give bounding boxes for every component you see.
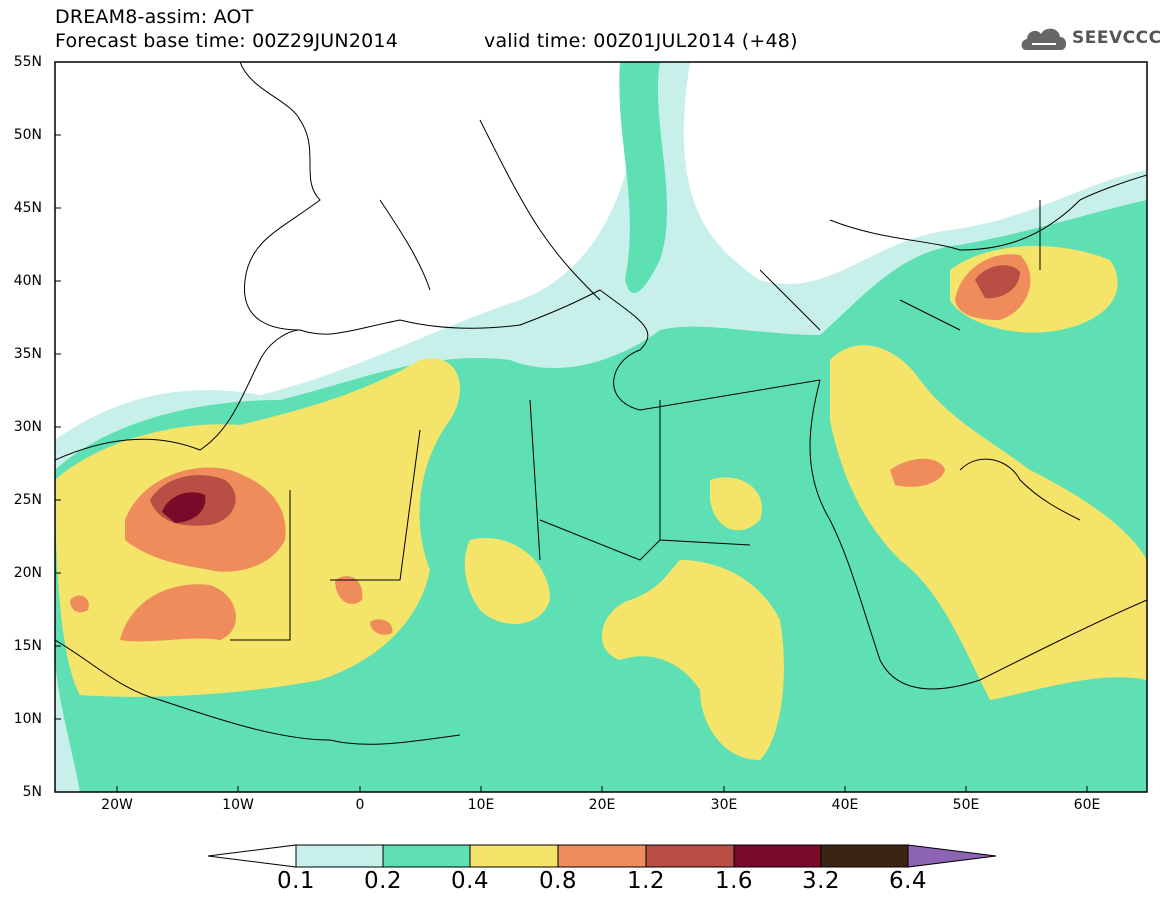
legend-label: 1.6 xyxy=(714,868,754,894)
lon-label: 20E xyxy=(588,797,616,813)
lat-label: 5N xyxy=(22,784,42,800)
legend-label: 0.1 xyxy=(276,868,316,894)
legend-label: 0.8 xyxy=(538,868,578,894)
lat-label: 50N xyxy=(13,127,42,143)
lat-label: 20N xyxy=(13,565,42,581)
legend-label: 1.2 xyxy=(626,868,666,894)
lat-label: 30N xyxy=(13,419,42,435)
lat-label: 15N xyxy=(13,638,42,654)
lon-label: 60E xyxy=(1073,797,1101,813)
forecast-base-time: Forecast base time: 00Z29JUN2014 xyxy=(55,30,398,52)
lon-label: 0 xyxy=(355,797,365,813)
legend-label: 6.4 xyxy=(888,868,928,894)
lon-label: 10W xyxy=(222,797,254,813)
lat-label: 55N xyxy=(13,54,42,70)
colorbar xyxy=(207,844,997,868)
lat-label: 25N xyxy=(13,492,42,508)
valid-time: valid time: 00Z01JUL2014 (+48) xyxy=(484,30,798,52)
cloud-icon xyxy=(1021,28,1067,50)
lat-label: 10N xyxy=(13,711,42,727)
axis-ticks xyxy=(55,61,1088,792)
coastlines xyxy=(55,62,1147,745)
lon-label: 40E xyxy=(831,797,859,813)
aot-field xyxy=(55,62,1147,792)
lon-label: 30E xyxy=(710,797,738,813)
lat-label: 35N xyxy=(13,346,42,362)
lon-label: 20W xyxy=(101,797,133,813)
lon-label: 50E xyxy=(952,797,980,813)
lat-label: 45N xyxy=(13,200,42,216)
map-title: DREAM8-assim: AOT xyxy=(55,6,254,28)
lon-label: 10E xyxy=(467,797,495,813)
legend-label: 0.2 xyxy=(363,868,403,894)
logo-text: SEEVCCC xyxy=(1072,28,1162,48)
seevccc-logo: SEEVCCC xyxy=(1018,22,1161,62)
legend-label: 3.2 xyxy=(801,868,841,894)
lat-label: 40N xyxy=(13,273,42,289)
legend-label: 0.4 xyxy=(450,868,490,894)
